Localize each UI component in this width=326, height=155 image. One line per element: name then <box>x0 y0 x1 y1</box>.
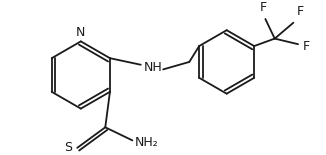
Text: N: N <box>76 26 85 39</box>
Text: F: F <box>303 40 310 53</box>
Text: S: S <box>64 141 72 154</box>
Text: NH: NH <box>143 61 162 74</box>
Text: F: F <box>260 1 267 14</box>
Text: F: F <box>297 5 304 18</box>
Text: NH₂: NH₂ <box>135 136 159 149</box>
